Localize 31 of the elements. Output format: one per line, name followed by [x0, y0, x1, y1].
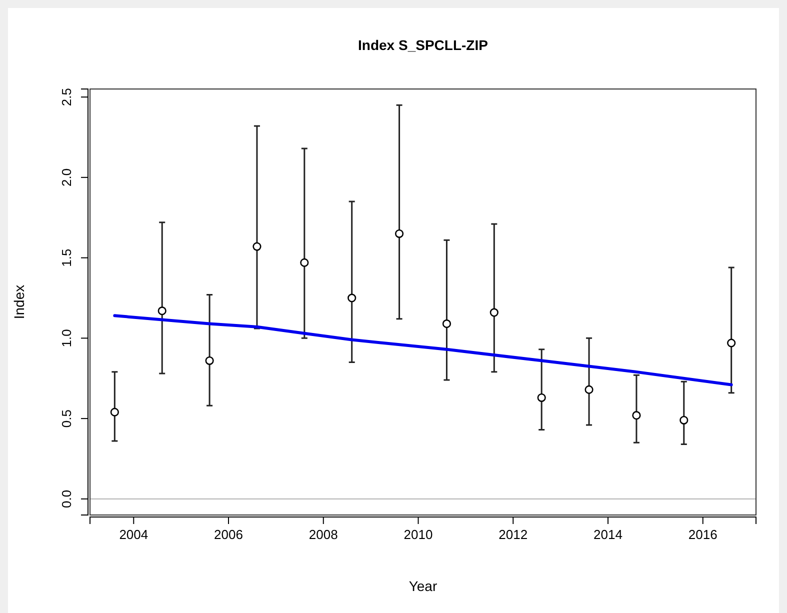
point	[158, 306, 166, 316]
point	[537, 393, 546, 402]
point	[348, 294, 356, 302]
x-axis-title: Year	[408, 578, 438, 594]
x-tick-label: 2006	[214, 527, 243, 542]
point	[490, 308, 498, 317]
y-tick-label: 2.5	[59, 88, 74, 106]
y-axis-title: Index	[11, 284, 27, 320]
y-tick-label: 0.0	[59, 490, 74, 508]
y-tick-label: 0.5	[59, 410, 74, 428]
point	[252, 242, 262, 251]
point	[632, 411, 641, 420]
point	[727, 338, 736, 348]
chart-title: Index S_SPCLL-ZIP	[358, 37, 488, 53]
point	[442, 319, 452, 328]
y-tick-label: 2.0	[59, 168, 74, 186]
x-tick-label: 2008	[308, 527, 338, 542]
point	[300, 258, 309, 267]
x-tick-label: 2014	[594, 527, 622, 542]
point	[680, 416, 688, 424]
point	[205, 356, 214, 365]
x-tick-label: 2012	[498, 527, 528, 542]
x-tick-label: 2016	[688, 527, 718, 542]
y-tick-label: 1.0	[59, 329, 74, 348]
x-tick-label: 2004	[119, 527, 148, 542]
line-series	[113, 314, 733, 386]
point	[584, 385, 594, 394]
x-tick-label: 2010	[404, 527, 433, 542]
y-tick-label: 1.5	[59, 248, 74, 267]
point	[394, 229, 404, 238]
point	[110, 408, 119, 416]
